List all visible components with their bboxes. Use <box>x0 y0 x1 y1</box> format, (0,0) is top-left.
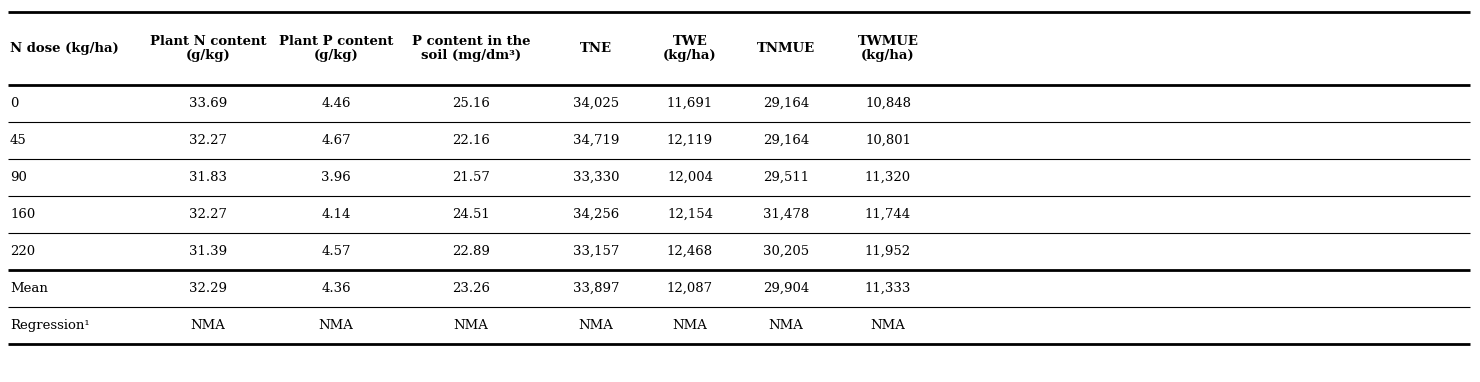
Text: NMA: NMA <box>870 319 906 332</box>
Text: 33.69: 33.69 <box>189 97 226 110</box>
Text: 32.29: 32.29 <box>189 282 226 295</box>
Text: 12,004: 12,004 <box>667 171 713 184</box>
Text: Regression¹: Regression¹ <box>10 319 90 332</box>
Text: 45: 45 <box>10 134 27 147</box>
Text: 30,205: 30,205 <box>762 245 810 258</box>
Text: 34,025: 34,025 <box>573 97 619 110</box>
Text: 29,164: 29,164 <box>762 134 810 147</box>
Text: soil (mg/dm³): soil (mg/dm³) <box>420 49 521 62</box>
Text: 21.57: 21.57 <box>451 171 490 184</box>
Text: 33,897: 33,897 <box>573 282 619 295</box>
Text: (kg/ha): (kg/ha) <box>861 49 915 62</box>
Text: 29,904: 29,904 <box>762 282 810 295</box>
Text: 10,801: 10,801 <box>864 134 912 147</box>
Text: 3.96: 3.96 <box>321 171 351 184</box>
Text: 29,511: 29,511 <box>762 171 810 184</box>
Text: 31.83: 31.83 <box>189 171 226 184</box>
Text: 31.39: 31.39 <box>189 245 226 258</box>
Text: NMA: NMA <box>318 319 354 332</box>
Text: 23.26: 23.26 <box>451 282 490 295</box>
Text: 34,719: 34,719 <box>573 134 619 147</box>
Text: 4.36: 4.36 <box>321 282 351 295</box>
Text: 4.67: 4.67 <box>321 134 351 147</box>
Text: 11,333: 11,333 <box>864 282 912 295</box>
Text: NMA: NMA <box>579 319 613 332</box>
Text: 4.14: 4.14 <box>321 208 351 221</box>
Text: NMA: NMA <box>453 319 488 332</box>
Text: 4.46: 4.46 <box>321 97 351 110</box>
Text: 90: 90 <box>10 171 27 184</box>
Text: (g/kg): (g/kg) <box>185 49 231 62</box>
Text: NMA: NMA <box>191 319 225 332</box>
Text: TNMUE: TNMUE <box>756 42 815 55</box>
Text: 22.16: 22.16 <box>451 134 490 147</box>
Text: 31,478: 31,478 <box>762 208 810 221</box>
Text: 11,691: 11,691 <box>667 97 713 110</box>
Text: 10,848: 10,848 <box>864 97 912 110</box>
Text: TNE: TNE <box>580 42 613 55</box>
Text: 24.51: 24.51 <box>451 208 490 221</box>
Text: 33,330: 33,330 <box>573 171 619 184</box>
Text: Plant N content: Plant N content <box>149 35 266 48</box>
Text: P content in the: P content in the <box>411 35 530 48</box>
Text: 0: 0 <box>10 97 18 110</box>
Text: 160: 160 <box>10 208 36 221</box>
Text: 11,744: 11,744 <box>864 208 912 221</box>
Text: (kg/ha): (kg/ha) <box>663 49 716 62</box>
Text: 12,468: 12,468 <box>667 245 713 258</box>
Text: N dose (kg/ha): N dose (kg/ha) <box>10 42 118 55</box>
Text: 29,164: 29,164 <box>762 97 810 110</box>
Text: 220: 220 <box>10 245 36 258</box>
Text: 34,256: 34,256 <box>573 208 619 221</box>
Text: NMA: NMA <box>768 319 804 332</box>
Text: TWMUE: TWMUE <box>857 35 919 48</box>
Text: 12,154: 12,154 <box>667 208 713 221</box>
Text: 12,119: 12,119 <box>667 134 713 147</box>
Text: TWE: TWE <box>672 35 707 48</box>
Text: 12,087: 12,087 <box>667 282 713 295</box>
Text: 22.89: 22.89 <box>451 245 490 258</box>
Text: 11,320: 11,320 <box>864 171 912 184</box>
Text: 33,157: 33,157 <box>573 245 619 258</box>
Text: 11,952: 11,952 <box>864 245 912 258</box>
Text: (g/kg): (g/kg) <box>314 49 358 62</box>
Text: Mean: Mean <box>10 282 47 295</box>
Text: 32.27: 32.27 <box>189 134 226 147</box>
Text: Plant P content: Plant P content <box>278 35 394 48</box>
Text: 4.57: 4.57 <box>321 245 351 258</box>
Text: 32.27: 32.27 <box>189 208 226 221</box>
Text: 25.16: 25.16 <box>451 97 490 110</box>
Text: NMA: NMA <box>672 319 707 332</box>
